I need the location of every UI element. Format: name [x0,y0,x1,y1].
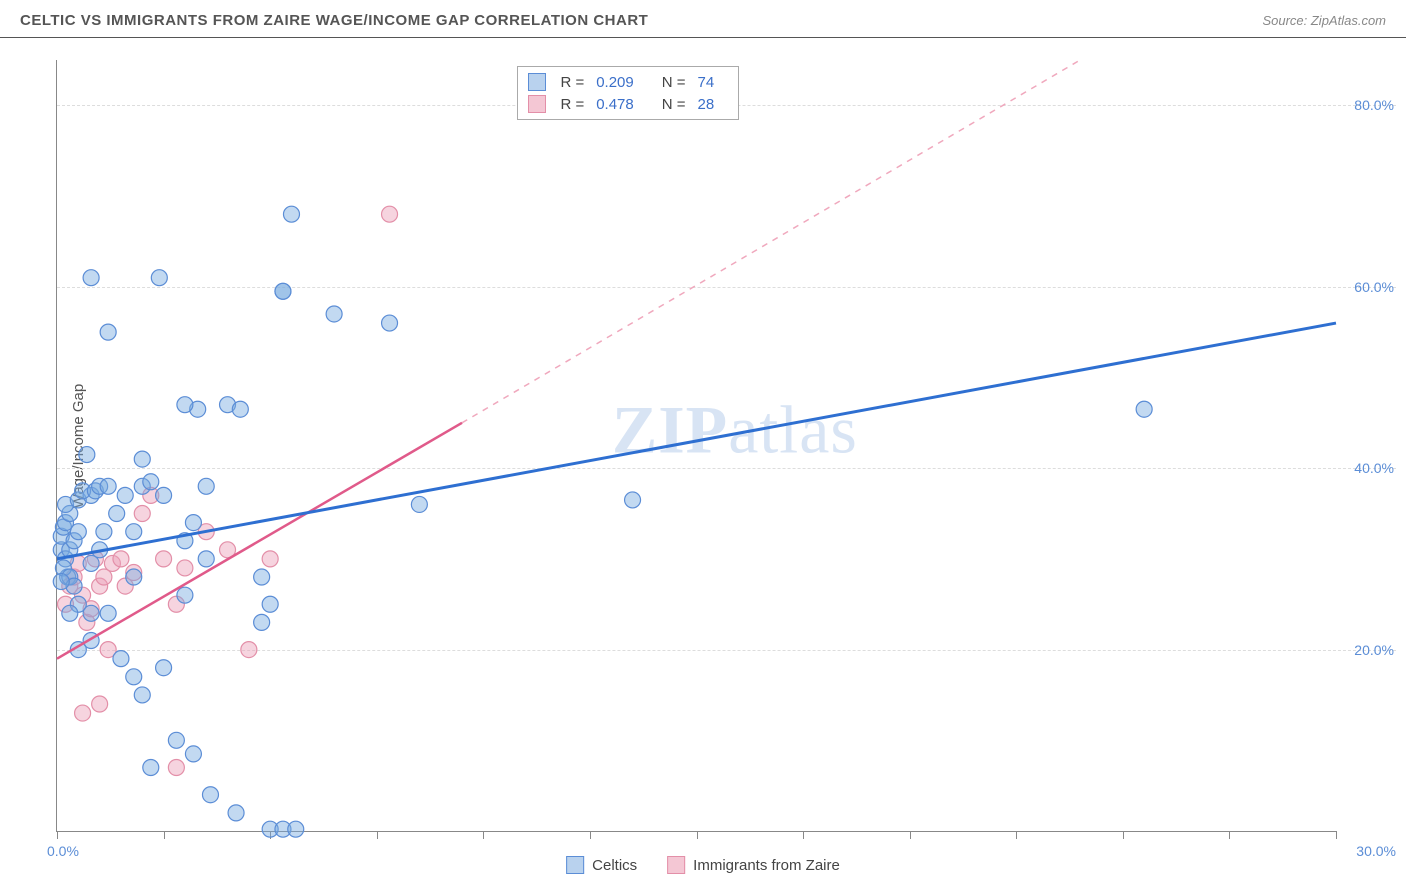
legend-row: R = 0.209 N = 74 [528,71,728,93]
swatch-icon [528,95,546,113]
legend-item: Celtics [566,856,637,874]
source-label: Source: ZipAtlas.com [1262,13,1386,28]
scatter-plot [57,60,1336,831]
swatch-icon [566,856,584,874]
swatch-icon [528,73,546,91]
x-max-label: 30.0% [1356,843,1396,859]
swatch-icon [667,856,685,874]
legend-item: Immigrants from Zaire [667,856,840,874]
series-legend: Celtics Immigrants from Zaire [566,856,840,874]
x-origin-label: 0.0% [47,843,79,859]
chart-title: CELTIC VS IMMIGRANTS FROM ZAIRE WAGE/INC… [20,12,648,29]
correlation-legend: R = 0.209 N = 74 R = 0.478 N = 28 [517,66,739,120]
plot-area: ZIPatlas 20.0%40.0%60.0%80.0% 0.0% 30.0%… [56,60,1336,832]
legend-row: R = 0.478 N = 28 [528,93,728,115]
